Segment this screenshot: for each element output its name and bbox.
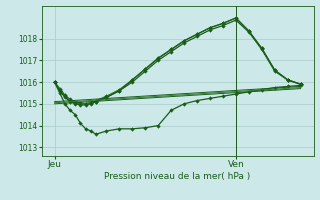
- X-axis label: Pression niveau de la mer( hPa ): Pression niveau de la mer( hPa ): [104, 172, 251, 181]
